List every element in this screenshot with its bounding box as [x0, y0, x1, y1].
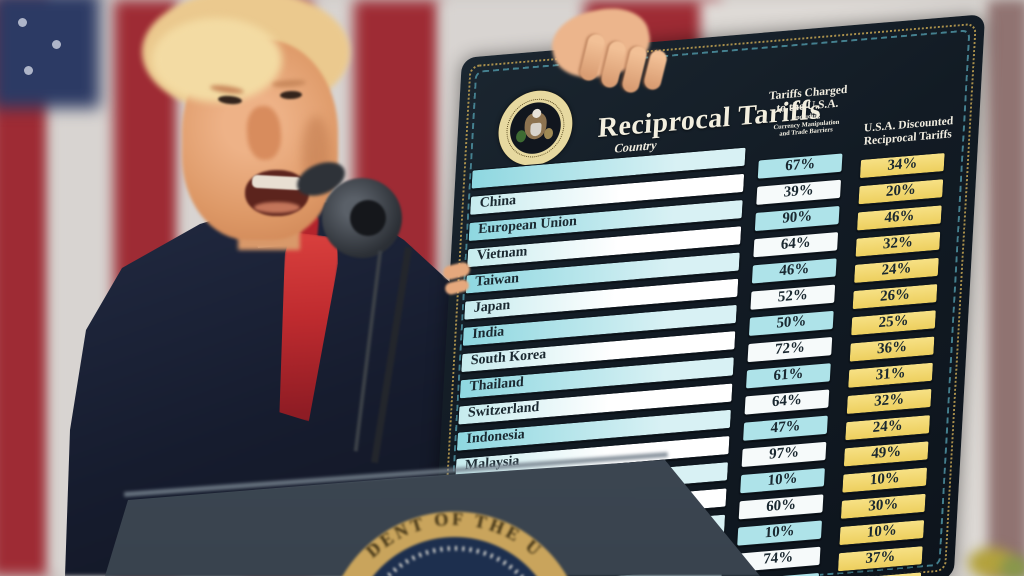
charged-column-header: Tariffs Charged to the U.S.A. Including …: [753, 83, 861, 141]
lower-lip: [254, 202, 300, 213]
charged-cell: 50%: [747, 309, 835, 338]
charged-cell: 46%: [750, 257, 838, 285]
charged-cell: 39%: [755, 178, 843, 206]
discounted-cell: 46%: [855, 204, 943, 232]
charged-cell: 10%: [736, 519, 824, 547]
charged-cell: 61%: [744, 362, 832, 390]
discounted-cell: 31%: [847, 361, 934, 389]
charged-cell: 47%: [742, 414, 829, 442]
flag-star: [18, 18, 27, 27]
microphone-center: [350, 200, 386, 236]
discounted-cell: 32%: [854, 230, 942, 258]
discounted-cell: 24%: [853, 256, 940, 285]
charged-cell: 64%: [752, 231, 840, 259]
discounted-cell: 10%: [841, 466, 929, 494]
flag-star: [24, 66, 33, 75]
charged-cell: 97%: [740, 440, 828, 469]
discounted-cell: 26%: [851, 282, 939, 311]
podium-presidential-seal: DENT OF THE U: [342, 509, 567, 576]
discounted-cell: 36%: [848, 335, 936, 363]
discounted-cell: 32%: [845, 387, 933, 416]
discounted-cell: 49%: [842, 440, 930, 468]
charged-cell: 90%: [753, 204, 841, 233]
teeth: [251, 174, 303, 191]
background-wall: [988, 0, 1024, 576]
discounted-cell: 25%: [850, 309, 937, 337]
charged-cell: 52%: [749, 283, 837, 311]
charged-cell: 72%: [746, 335, 834, 364]
flag-star: [52, 40, 61, 49]
discounted-cell: 20%: [857, 178, 945, 206]
podium-seal-inner: [373, 537, 537, 576]
discounted-cell: 24%: [844, 413, 932, 442]
discounted-cell: 10%: [838, 518, 926, 547]
charged-cell: 10%: [739, 466, 826, 495]
discounted-cell: 10%: [835, 571, 923, 576]
flag-canton: [0, 0, 100, 108]
charged-cell: 64%: [743, 388, 831, 416]
discounted-cell: 30%: [839, 492, 927, 521]
discounted-cell: 37%: [836, 545, 924, 573]
charged-cell: 60%: [737, 493, 825, 521]
flowers: [1000, 556, 1024, 576]
